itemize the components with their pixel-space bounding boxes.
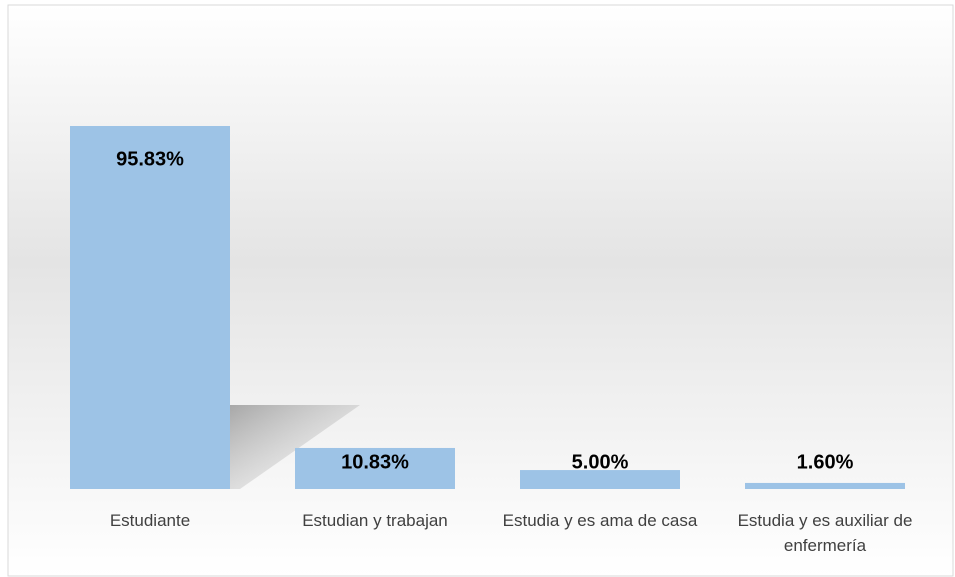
data-label: 1.60% <box>797 451 854 473</box>
bar <box>70 126 230 489</box>
bar <box>295 447 455 489</box>
x-tick-label: Estudian y trabajan <box>302 511 448 530</box>
data-label: 95.83% <box>116 148 184 170</box>
x-tick-label: Estudia y es auxiliar de enfermería <box>737 511 913 555</box>
data-label: 5.00% <box>572 451 629 473</box>
bar <box>520 470 680 489</box>
bar <box>745 482 905 489</box>
data-label: 10.83% <box>341 451 409 473</box>
x-tick-label: Estudia y es ama de casa <box>502 511 698 530</box>
x-tick-label: Estudiante <box>109 511 191 530</box>
bar-shadow <box>230 405 360 489</box>
